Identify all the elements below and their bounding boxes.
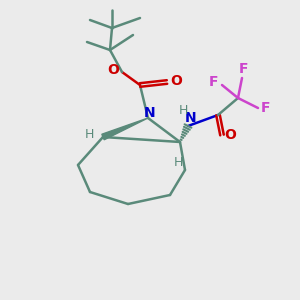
Text: H: H <box>84 128 94 140</box>
Text: F: F <box>209 75 219 89</box>
Text: O: O <box>170 74 182 88</box>
Text: O: O <box>107 63 119 77</box>
Text: N: N <box>144 106 156 120</box>
Text: H: H <box>173 155 183 169</box>
Text: N: N <box>185 111 197 125</box>
Text: F: F <box>261 101 271 115</box>
Polygon shape <box>102 118 148 140</box>
Text: F: F <box>239 62 249 76</box>
Text: H: H <box>178 103 188 116</box>
Text: O: O <box>224 128 236 142</box>
